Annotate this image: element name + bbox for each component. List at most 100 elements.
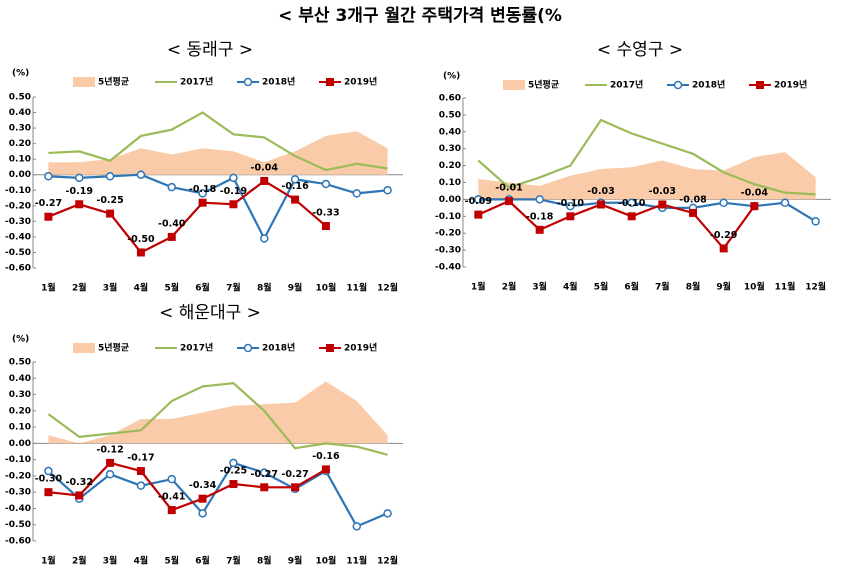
series-line xyxy=(48,461,327,512)
chart-title: < 수영구 > xyxy=(597,40,683,60)
point xyxy=(260,468,269,477)
legend-label: 2017년 xyxy=(180,342,213,354)
point xyxy=(352,189,361,198)
legend-label: 2019년 xyxy=(774,79,807,91)
y-tick-label: -0.20 xyxy=(5,201,31,211)
point xyxy=(658,200,667,209)
x-tick-label: 5월 xyxy=(164,555,179,567)
y-tick-label: -0.30 xyxy=(5,488,31,498)
data-label: -0.27 xyxy=(281,469,308,480)
x-tick-label: 2월 xyxy=(502,281,517,293)
y-tick-label: 0.30 xyxy=(9,390,31,400)
y-tick-label: 0.50 xyxy=(439,110,461,120)
x-tick-label: 10월 xyxy=(316,555,337,567)
point xyxy=(719,244,728,253)
data-label: -0.29 xyxy=(710,230,737,241)
y-tick-label: 0.30 xyxy=(439,144,461,154)
x-tick-label: 2월 xyxy=(72,555,87,567)
legend-marker xyxy=(673,80,683,90)
y-tick-label: -0.50 xyxy=(5,520,31,530)
y-tick-label: 0.00 xyxy=(9,439,31,449)
legend-marker xyxy=(243,77,253,87)
x-tick-label: 10월 xyxy=(744,281,765,293)
x-tick-label: 4월 xyxy=(563,281,578,293)
x-tick-label: 7월 xyxy=(226,282,241,294)
x-tick-label: 9월 xyxy=(288,282,303,294)
axis-unit: (%) xyxy=(12,69,29,79)
y-tick-label: -0.40 xyxy=(5,504,31,514)
point xyxy=(198,198,207,207)
x-tick-label: 9월 xyxy=(716,281,731,293)
x-tick-label: 12월 xyxy=(377,555,398,567)
x-tick-label: 4월 xyxy=(134,282,149,294)
x-tick-label: 1월 xyxy=(41,555,56,567)
legend-swatch xyxy=(503,80,525,90)
legend-swatch xyxy=(73,343,95,353)
data-label: -0.18 xyxy=(526,211,554,222)
data-label: -0.30 xyxy=(35,474,63,485)
x-tick-label: 1월 xyxy=(471,281,486,293)
point xyxy=(198,189,207,198)
legend-marker xyxy=(326,344,334,352)
point xyxy=(260,176,269,185)
chart-title: < 동래구 > xyxy=(167,40,253,60)
point xyxy=(321,465,330,474)
point xyxy=(75,491,84,500)
series-line xyxy=(477,199,756,251)
point xyxy=(291,483,300,492)
y-tick-label: -0.60 xyxy=(5,537,31,547)
data-label: -0.34 xyxy=(189,480,217,491)
y-tick-label: -0.20 xyxy=(435,229,461,239)
legend-label: 2018년 xyxy=(262,76,295,88)
legend-label: 5년평균 xyxy=(98,342,130,354)
point xyxy=(474,195,483,204)
legend-label: 2018년 xyxy=(262,342,295,354)
point xyxy=(44,466,53,476)
y-tick-label: 0.30 xyxy=(9,124,31,134)
y-tick-label: 0.20 xyxy=(9,139,31,149)
point xyxy=(811,217,820,226)
x-tick-label: 11월 xyxy=(346,282,367,294)
series-line xyxy=(477,118,816,196)
data-label: -0.25 xyxy=(220,466,247,477)
point xyxy=(535,225,544,234)
y-tick-label: 0.40 xyxy=(439,127,461,137)
point xyxy=(780,198,790,208)
y-tick-label: 0.00 xyxy=(439,195,461,205)
point xyxy=(229,173,238,183)
point xyxy=(750,202,759,211)
axis-unit: (%) xyxy=(12,335,29,345)
legend-label: 5년평균 xyxy=(98,76,130,88)
point xyxy=(136,481,146,490)
x-tick-label: 9월 xyxy=(288,555,303,567)
x-tick-label: 8월 xyxy=(257,282,272,294)
legend-label: 2019년 xyxy=(344,342,377,354)
series-line xyxy=(48,111,388,172)
data-label: -0.03 xyxy=(587,186,614,197)
point xyxy=(136,248,145,257)
y-tick-label: -0.10 xyxy=(435,212,461,222)
x-tick-label: 6월 xyxy=(195,282,210,294)
point xyxy=(44,172,53,181)
data-label: -0.01 xyxy=(495,183,522,194)
x-tick-label: 10월 xyxy=(316,282,337,294)
x-tick-label: 8월 xyxy=(257,555,272,567)
y-tick-label: 0.50 xyxy=(9,93,31,103)
point xyxy=(75,173,84,183)
y-tick-label: 0.40 xyxy=(9,108,31,118)
point xyxy=(106,458,115,467)
y-tick-label: -0.50 xyxy=(5,248,31,258)
point xyxy=(566,201,575,211)
point xyxy=(260,483,269,492)
x-tick-label: 3월 xyxy=(103,282,118,294)
area xyxy=(48,381,388,444)
series-line xyxy=(48,173,388,241)
legend-label: 2018년 xyxy=(692,79,725,91)
data-label: -0.03 xyxy=(649,186,676,197)
x-tick-label: 11월 xyxy=(775,281,796,293)
point xyxy=(167,232,176,241)
legend-marker xyxy=(756,81,764,89)
figure-title: < 부산 3개구 월간 주택가격 변동률(% xyxy=(278,6,562,26)
y-tick-label: 0.10 xyxy=(9,423,31,433)
